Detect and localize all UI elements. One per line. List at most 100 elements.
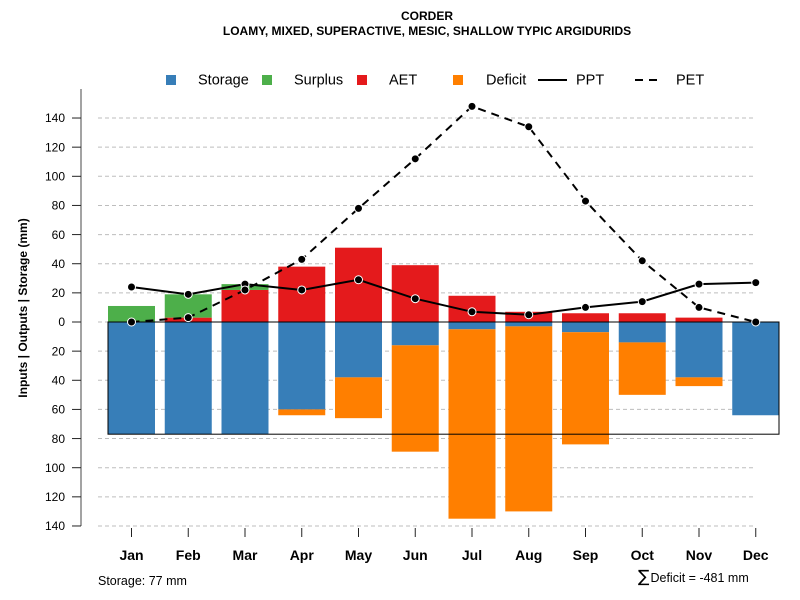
line-ppt — [131, 278, 756, 316]
bar-deficit-apr — [278, 409, 326, 416]
deficit-sum-annotation: ∑Deficit = -481 mm — [638, 567, 749, 587]
x-tick-label-aug: Aug — [515, 547, 542, 563]
bar-storage-jun — [391, 322, 439, 346]
point-ppt-jul — [467, 307, 477, 317]
y-tick-label: 40 — [52, 373, 66, 387]
point-ppt-jun — [410, 294, 420, 304]
bar-storage-apr — [278, 322, 326, 410]
bar-storage-mar — [221, 322, 269, 435]
x-tick-label-jan: Jan — [119, 547, 143, 563]
bar-deficit-nov — [675, 377, 723, 387]
sigma-symbol: ∑ — [638, 567, 650, 587]
legend-label-aet: AET — [389, 73, 417, 89]
point-ppt-apr — [297, 285, 307, 295]
y-tick-label: 120 — [45, 490, 65, 504]
point-pet-oct — [637, 256, 647, 266]
bar-storage-sep — [562, 322, 609, 333]
y-tick-label: 60 — [52, 228, 66, 242]
bar-surplus-jan — [108, 305, 155, 322]
storage-annotation: Storage: 77 mm — [98, 574, 187, 588]
point-pet-jul — [467, 101, 477, 111]
y-tick-label: 120 — [45, 140, 65, 154]
point-ppt-may — [354, 275, 363, 285]
y-tick-label: 60 — [52, 403, 66, 417]
point-ppt-feb — [183, 289, 193, 299]
line-pet — [131, 105, 756, 323]
bar-storage-feb — [164, 322, 212, 435]
legend: Storage Surplus AET Deficit PPT PET — [166, 73, 704, 89]
x-tick-label-jun: Jun — [403, 547, 428, 563]
y-axis: 0 20 40 60 80 100 120 140 20 40 60 80 100 120 140 — [45, 89, 82, 533]
bar-storage-dec — [732, 322, 780, 416]
legend-swatch-deficit — [453, 75, 463, 85]
point-ppt-dec — [751, 278, 761, 288]
legend-item-pet: PET — [635, 73, 704, 89]
point-pet-mar — [240, 285, 250, 295]
bar-deficit-may — [335, 377, 382, 419]
chart-subtitle: LOAMY, MIXED, SUPERACTIVE, MESIC, SHALLO… — [223, 24, 631, 38]
bar-deficit-oct — [618, 342, 666, 395]
point-pet-apr — [297, 254, 307, 264]
point-pet-jun — [410, 154, 420, 164]
bar-storage-oct — [618, 322, 666, 343]
bar-deficit-jul — [448, 329, 496, 519]
legend-swatch-aet — [357, 75, 367, 85]
x-tick-label-may: May — [345, 547, 372, 563]
point-pet-feb — [183, 313, 193, 323]
y-tick-label: 140 — [45, 519, 65, 533]
y-tick-label: 80 — [52, 199, 66, 213]
point-pet-may — [354, 203, 363, 213]
point-ppt-nov — [694, 279, 704, 289]
y-tick-label: 20 — [52, 286, 66, 300]
point-pet-sep — [581, 196, 590, 206]
chart-title: CORDER — [401, 9, 453, 23]
point-pet-nov — [694, 302, 704, 312]
bar-deficit-jun — [391, 345, 439, 452]
point-ppt-oct — [637, 297, 647, 307]
x-tick-label-nov: Nov — [686, 547, 713, 563]
legend-item-ppt: PPT — [538, 73, 604, 89]
legend-label-ppt: PPT — [576, 73, 604, 89]
x-tick-label-dec: Dec — [743, 547, 769, 563]
bar-aet-sep — [562, 313, 609, 322]
y-tick-label: 140 — [45, 111, 65, 125]
legend-item-deficit: Deficit — [453, 73, 526, 89]
x-axis: Jan Feb Mar Apr May Jun Jul Aug Sep Oct Nov Dec — [119, 528, 769, 563]
y-tick-label: 80 — [52, 432, 66, 446]
y-tick-label: 100 — [45, 461, 65, 475]
legend-label-deficit: Deficit — [486, 73, 526, 89]
bars — [108, 247, 780, 519]
bar-aet-oct — [618, 313, 666, 322]
legend-item-surplus: Surplus — [262, 73, 343, 89]
bar-aet-mar — [221, 289, 269, 322]
point-pet-dec — [751, 317, 761, 327]
x-tick-label-sep: Sep — [573, 547, 599, 563]
y-tick-label: 100 — [45, 170, 65, 184]
legend-item-aet: AET — [357, 73, 417, 89]
point-ppt-aug — [524, 310, 534, 320]
point-pet-jan — [127, 317, 136, 327]
x-tick-label-oct: Oct — [631, 547, 655, 563]
y-tick-label: 40 — [52, 257, 66, 271]
legend-label-surplus: Surplus — [294, 73, 343, 89]
bar-storage-nov — [675, 322, 723, 378]
x-tick-label-feb: Feb — [176, 547, 201, 563]
bar-storage-aug — [505, 322, 553, 327]
bar-storage-jan — [108, 322, 155, 435]
y-tick-label: 20 — [52, 344, 66, 358]
y-tick-label: 0 — [58, 315, 65, 329]
legend-swatch-storage — [166, 75, 176, 85]
legend-label-pet: PET — [676, 73, 704, 89]
x-tick-label-apr: Apr — [290, 547, 315, 563]
legend-swatch-surplus — [262, 75, 272, 85]
deficit-sum-text: Deficit = -481 mm — [650, 571, 748, 585]
legend-item-storage: Storage — [166, 73, 249, 89]
bar-deficit-aug — [505, 326, 553, 512]
point-pet-aug — [524, 122, 534, 132]
y-axis-label: Inputs | Outputs | Storage (mm) — [16, 218, 30, 397]
x-tick-label-mar: Mar — [233, 547, 258, 563]
x-tick-label-jul: Jul — [462, 547, 482, 563]
bar-storage-jul — [448, 322, 496, 330]
point-ppt-jan — [127, 282, 136, 292]
